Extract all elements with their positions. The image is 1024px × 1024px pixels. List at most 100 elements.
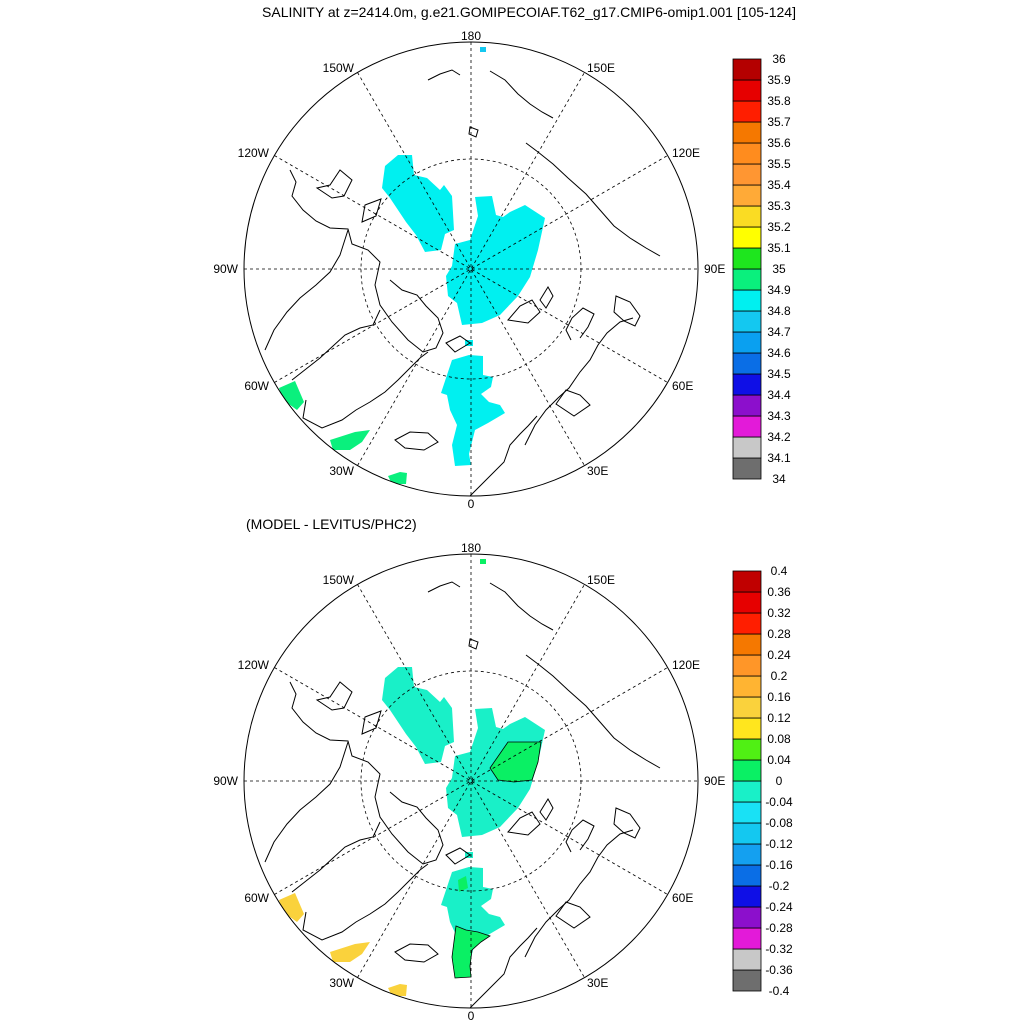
colorbar-swatch — [732, 226, 762, 249]
colorbar-swatch — [732, 352, 762, 375]
colorbar-swatch — [732, 633, 762, 656]
panel-2-colorbar: -0.4 -0.36 -0.32 -0.28 -0.24 -0.2 -0.16 -0.12 -0… — [732, 564, 793, 998]
colorbar-tick-label: 35.1 — [767, 241, 791, 255]
panel-2-lon-labels: 180 0 90W 90E 150W 120W 150E 120E 60W 30… — [213, 541, 725, 1023]
colorbar-tick-label: 35.2 — [767, 220, 791, 234]
colorbar-swatch — [732, 310, 762, 333]
colorbar-swatch — [732, 570, 762, 593]
panel-1: SALINITY at z=2414.0m, g.e21.GOMIPECOIAF… — [213, 4, 796, 511]
colorbar-swatch — [732, 373, 762, 396]
lon-label-120w: 120W — [238, 658, 270, 672]
colorbar-swatch — [732, 436, 762, 459]
colorbar-tick-label: 0.08 — [767, 732, 791, 746]
diff-region-labrador-sea — [279, 893, 304, 922]
salinity-region-nordic-seas — [441, 355, 505, 466]
colorbar-tick-label: -0.16 — [765, 858, 793, 872]
colorbar-tick-label: 35.6 — [767, 136, 791, 150]
colorbar-tick-label: -0.36 — [765, 963, 793, 977]
colorbar-swatch — [732, 163, 762, 186]
colorbar-tick-label: 0 — [776, 774, 783, 788]
colorbar-tick-label: 0.16 — [767, 690, 791, 704]
colorbar-swatch — [732, 885, 762, 908]
colorbar-tick-label: 35.4 — [767, 178, 791, 192]
colorbar-tick-label: -0.32 — [765, 942, 793, 956]
lon-label-120e: 120E — [672, 658, 700, 672]
lon-label-120w: 120W — [238, 146, 270, 160]
colorbar-swatch — [732, 205, 762, 228]
colorbar-swatch — [732, 247, 762, 270]
colorbar-tick-label: 0.32 — [767, 606, 791, 620]
colorbar-tick-label: 35.9 — [767, 73, 791, 87]
lon-label-90e: 90E — [704, 262, 725, 276]
lon-label-150e: 150E — [587, 61, 615, 75]
diff-region-north-atlantic — [388, 984, 407, 996]
colorbar-tick-label: 0.28 — [767, 627, 791, 641]
colorbar-swatch — [732, 79, 762, 102]
colorbar-tick-label: -0.04 — [765, 795, 793, 809]
diff-region-nansen-basin — [489, 741, 542, 783]
colorbar-swatch — [732, 780, 762, 803]
colorbar-swatch — [732, 457, 762, 480]
colorbar-tick-label: -0.2 — [769, 879, 790, 893]
lon-label-150w: 150W — [323, 573, 355, 587]
colorbar-tick-label: 0.2 — [771, 669, 788, 683]
colorbar-tick-label: -0.4 — [769, 984, 790, 998]
colorbar-tick-label: 0.4 — [771, 564, 788, 578]
colorbar-tick-label: 34.9 — [767, 283, 791, 297]
salinity-region-north-atlantic — [388, 472, 407, 484]
colorbar-swatch — [732, 58, 762, 81]
colorbar-tick-label: 34.7 — [767, 325, 791, 339]
lon-label-150w: 150W — [323, 61, 355, 75]
colorbar-swatch — [732, 394, 762, 417]
lon-label-0: 0 — [468, 497, 475, 511]
lon-label-90e: 90E — [704, 774, 725, 788]
colorbar-swatch — [732, 696, 762, 719]
diff-region-greenland-cell — [458, 876, 468, 892]
colorbar-swatch — [732, 717, 762, 740]
colorbar-tick-label: 34.5 — [767, 367, 791, 381]
colorbar-swatch — [732, 100, 762, 123]
colorbar-tick-label: -0.24 — [765, 900, 793, 914]
salinity-region-eurasian-basin — [446, 196, 545, 325]
lon-label-60e: 60E — [672, 379, 693, 393]
colorbar-swatch — [732, 184, 762, 207]
colorbar-swatch — [732, 801, 762, 824]
salinity-region-lomonosov-cell — [465, 340, 473, 346]
colorbar-swatch — [732, 738, 762, 761]
colorbar-swatch — [732, 675, 762, 698]
colorbar-tick-label: -0.08 — [765, 816, 793, 830]
panel-1-colorbar: 34 34.1 34.2 34.3 34.4 34.5 34.6 34.7 34.8 34.9 35… — [732, 52, 791, 486]
panel-2: (MODEL - LEVITUS/PHC2) — [213, 516, 793, 1023]
colorbar-tick-label: 0.04 — [767, 753, 791, 767]
lon-label-150e: 150E — [587, 573, 615, 587]
colorbar-swatch — [732, 906, 762, 929]
colorbar-tick-label: 35.7 — [767, 115, 791, 129]
colorbar-swatch — [732, 268, 762, 291]
diff-region-bering-strait — [480, 559, 486, 564]
salinity-region-irminger-sea — [330, 430, 370, 450]
panel-1-lon-labels: 180 0 90W 90E 150W 120W 150E 120E 60W 30… — [213, 29, 725, 511]
salinity-region-canada-basin — [382, 155, 454, 252]
panel-1-map-border — [243, 41, 699, 497]
colorbar-swatch — [732, 612, 762, 635]
lon-label-90w: 90W — [213, 774, 238, 788]
diff-region-canada-basin — [382, 667, 454, 764]
graticule — [244, 42, 698, 496]
lon-label-30e: 30E — [587, 464, 608, 478]
panel-2-map — [244, 554, 698, 1008]
colorbar-tick-label: 34.8 — [767, 304, 791, 318]
panel-1-map — [244, 42, 698, 496]
diff-region-irminger-sea — [330, 942, 370, 962]
colorbar-tick-label: 0.24 — [767, 648, 791, 662]
panel-2-map-border — [243, 553, 699, 1009]
lon-label-180: 180 — [461, 29, 481, 43]
colorbar-tick-label: 36 — [772, 52, 786, 66]
lon-label-90w: 90W — [213, 262, 238, 276]
coastlines — [264, 69, 661, 496]
colorbar-tick-label: 35.3 — [767, 199, 791, 213]
lon-label-0: 0 — [468, 1009, 475, 1023]
lon-label-60w: 60W — [244, 379, 269, 393]
salinity-region-labrador-sea — [279, 381, 304, 410]
lon-label-30w: 30W — [329, 464, 354, 478]
